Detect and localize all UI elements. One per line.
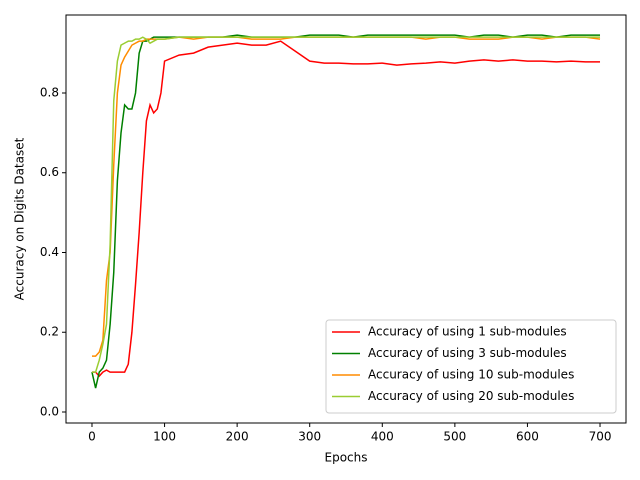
series-line — [91, 40, 601, 378]
legend-label: Accuracy of using 1 sub-modules — [368, 325, 567, 339]
series-line — [91, 36, 601, 373]
y-tick-label: 0.4 — [40, 245, 59, 259]
x-tick-label: 300 — [298, 430, 321, 444]
x-tick-label: 400 — [371, 430, 394, 444]
series-line — [91, 36, 601, 357]
y-axis-label: Accuracy on Digits Dataset — [13, 137, 27, 300]
x-tick-label: 500 — [443, 430, 466, 444]
y-tick-label: 0.2 — [40, 325, 59, 339]
y-tick-label: 0.0 — [40, 404, 59, 418]
legend-label: Accuracy of using 3 sub-modules — [368, 346, 567, 360]
x-tick-label: 100 — [153, 430, 176, 444]
series-line — [91, 34, 601, 389]
legend-label: Accuracy of using 10 sub-modules — [368, 368, 574, 382]
x-axis-label: Epochs — [325, 451, 368, 465]
y-tick-label: 0.6 — [40, 165, 59, 179]
legend-box — [325, 319, 617, 414]
x-tick-label: 0 — [88, 430, 96, 444]
legend-label: Accuracy of using 20 sub-modules — [368, 389, 574, 403]
plot-frame — [65, 14, 627, 424]
x-tick-label: 600 — [516, 430, 539, 444]
y-tick-label: 0.8 — [40, 85, 59, 99]
x-tick-label: 700 — [589, 430, 612, 444]
x-tick-label: 200 — [226, 430, 249, 444]
